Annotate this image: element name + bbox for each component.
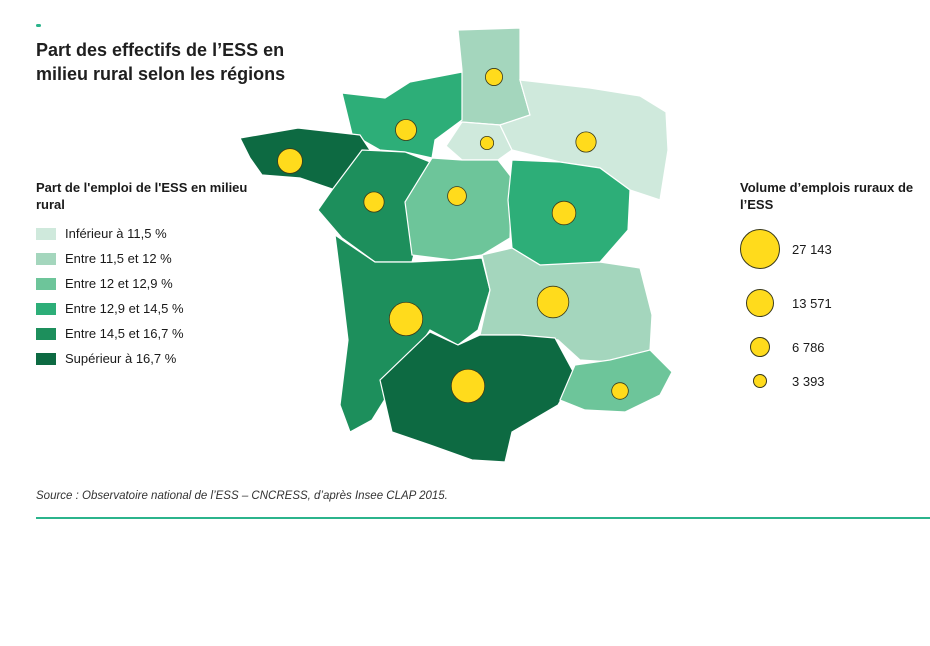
bubble-legend-item: 27 143 xyxy=(740,229,832,269)
choropleth-legend: Part de l'emploi de l'ESS en milieu rura… xyxy=(36,179,266,371)
bubble-legend-title: Volume d’emplois ruraux de l’ESS xyxy=(740,180,914,212)
legend-bubble xyxy=(752,373,768,389)
footer-rule xyxy=(36,517,930,519)
bubble-legend-label: 3 393 xyxy=(792,373,825,389)
legend-item: Inférieur à 11,5 % xyxy=(36,221,266,246)
legend-label: Supérieur à 16,7 % xyxy=(65,351,177,366)
bubble-legend-item: 13 571 xyxy=(740,283,832,323)
legend-swatch xyxy=(36,252,56,265)
legend-label: Inférieur à 11,5 % xyxy=(65,226,167,241)
legend-label: Entre 14,5 et 16,7 % xyxy=(65,326,184,341)
region-bubble xyxy=(388,301,424,337)
region-bubble xyxy=(485,68,503,86)
region-provence-alpes-c-te-d-azur xyxy=(559,349,673,413)
region-bubble xyxy=(395,119,417,141)
bubble-legend-item: 3 393 xyxy=(740,361,825,401)
bubble-legend-label: 13 571 xyxy=(792,295,832,311)
region-bubble xyxy=(536,285,570,319)
bubble-legend-item: 6 786 xyxy=(740,327,825,367)
legend-swatch xyxy=(36,277,56,290)
legend-label: Entre 12,9 et 14,5 % xyxy=(65,301,184,316)
legend-item: Entre 11,5 et 12 % xyxy=(36,246,266,271)
legend-item: Entre 12,9 et 14,5 % xyxy=(36,296,266,321)
choropleth-legend-title: Part de l'emploi de l'ESS en milieu rura… xyxy=(36,180,248,212)
region-normandie xyxy=(341,71,463,159)
region-centre-val-de-loire xyxy=(404,157,513,261)
legend-label: Entre 11,5 et 12 % xyxy=(65,251,172,266)
region-bubble xyxy=(450,368,486,404)
legend-bubble xyxy=(745,288,775,318)
france-regions-map xyxy=(239,27,680,463)
region-bubble xyxy=(575,131,597,153)
legend-item: Entre 12 et 12,9 % xyxy=(36,271,266,296)
region-bubble xyxy=(363,191,385,213)
legend-item: Supérieur à 16,7 % xyxy=(36,346,266,371)
bubble-legend: Volume d’emplois ruraux de l’ESS 27 143 1… xyxy=(740,179,930,389)
region-bubble xyxy=(277,148,303,174)
legend-bubble xyxy=(750,337,770,357)
legend-swatch xyxy=(36,227,56,240)
region-bubble xyxy=(447,186,467,206)
bubble-legend-label: 6 786 xyxy=(792,339,825,355)
region-bubble xyxy=(611,382,629,400)
source-note: Source : Observatoire national de l’ESS … xyxy=(36,490,448,502)
accent-mark xyxy=(36,24,41,27)
region-bubble xyxy=(479,135,495,151)
chart-title: Part des effectifs de l’ESS en milieu ru… xyxy=(36,40,286,84)
legend-swatch xyxy=(36,352,56,365)
region-bubble xyxy=(551,200,577,226)
legend-item: Entre 14,5 et 16,7 % xyxy=(36,321,266,346)
bubble-legend-label: 27 143 xyxy=(792,241,832,257)
legend-swatch xyxy=(36,302,56,315)
legend-label: Entre 12 et 12,9 % xyxy=(65,276,173,291)
legend-swatch xyxy=(36,327,56,340)
legend-bubble xyxy=(740,229,780,269)
